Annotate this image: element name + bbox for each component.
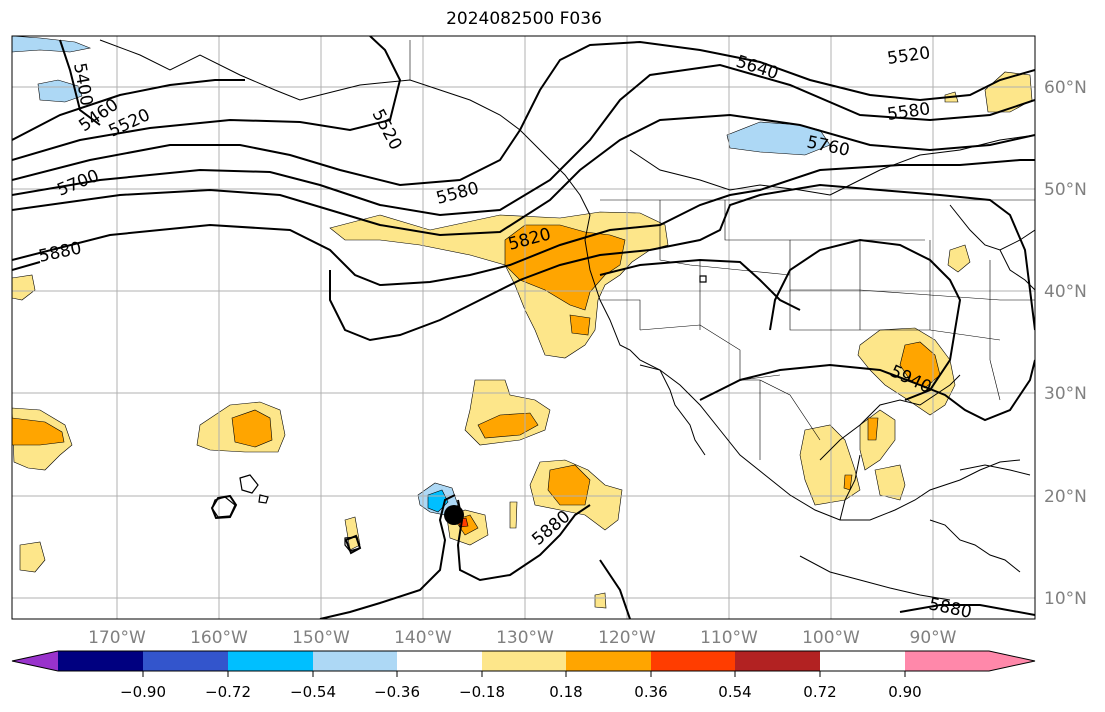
- map-frame: [11, 35, 1036, 620]
- lon-label: 100°W: [802, 628, 860, 648]
- colorbar-max-extend: [905, 651, 1035, 671]
- colorbar-segment: [397, 651, 482, 671]
- colorbar-tick-label: −0.18: [459, 683, 505, 701]
- colorbar-segment: [651, 651, 735, 671]
- lon-label: 120°W: [598, 628, 656, 648]
- colorbar-tick-label: 0.36: [634, 683, 667, 701]
- coastlines: [99, 39, 1035, 601]
- height-contours: [12, 36, 1035, 619]
- contour-label: 5520: [886, 43, 932, 69]
- lat-tick-labels: 60°N 50°N 40°N 30°N 20°N 10°N: [1044, 78, 1087, 609]
- anomaly-shading-negative: [12, 36, 831, 516]
- colorbar-segment: [735, 651, 820, 671]
- lon-label: 170°W: [88, 628, 146, 648]
- contour-label: 5700: [54, 166, 102, 201]
- colorbar-min-extend: [12, 651, 58, 671]
- contour-label: 5580: [886, 99, 932, 125]
- colorbar-outline: [11, 650, 1036, 672]
- lat-label: 40°N: [1044, 282, 1087, 302]
- colorbar-tick-label: 0.54: [718, 683, 751, 701]
- colorbar-tick-label: 0.90: [888, 683, 921, 701]
- colorbar-tick-labels: −0.90 −0.72 −0.54 −0.36 −0.18 0.18 0.36 …: [120, 683, 922, 701]
- anomaly-shading-positive: [12, 71, 1033, 609]
- storm-center-marker: [444, 505, 464, 525]
- contour-labels: 5400 5460 5520 5520 5580 5640 5700 5760 …: [37, 43, 974, 619]
- lon-label: 130°W: [496, 628, 554, 648]
- lat-label: 10°N: [1044, 589, 1087, 609]
- contour-label: 5880: [37, 238, 83, 267]
- lat-label: 20°N: [1044, 487, 1087, 507]
- colorbar-tick-label: −0.54: [290, 683, 336, 701]
- lon-tick-labels: 170°W 160°W 150°W 140°W 130°W 120°W 110°…: [88, 628, 957, 648]
- colorbar-segment: [228, 651, 313, 671]
- lat-label: 50°N: [1044, 180, 1087, 200]
- lon-label: 160°W: [190, 628, 248, 648]
- lat-label: 30°N: [1044, 384, 1087, 404]
- lon-label: 150°W: [292, 628, 350, 648]
- contour-label: 5760: [805, 132, 851, 161]
- colorbar-segment: [566, 651, 651, 671]
- contour-label: 5520: [368, 106, 406, 154]
- colorbar-tick-label: −0.36: [374, 683, 420, 701]
- colorbar-tick-label: 0.18: [549, 683, 582, 701]
- lon-label: 110°W: [700, 628, 758, 648]
- political-borders: [409, 40, 1035, 460]
- colorbar-ticks: [142, 671, 906, 677]
- colorbar-segment: [143, 651, 228, 671]
- contour-label: 5640: [733, 52, 780, 84]
- colorbar-segment: [482, 651, 566, 671]
- lon-label: 90°W: [910, 628, 957, 648]
- colorbar-tick-label: −0.90: [120, 683, 166, 701]
- chart-title: 2024082500 F036: [446, 9, 602, 29]
- colorbar-segment: [313, 651, 397, 671]
- colorbar-tick-label: 0.72: [803, 683, 836, 701]
- colorbar: −0.90 −0.72 −0.54 −0.36 −0.18 0.18 0.36 …: [11, 650, 1036, 701]
- lon-label: 140°W: [394, 628, 452, 648]
- contour-label: 5580: [434, 178, 481, 209]
- contour-label: 5400: [69, 61, 96, 107]
- colorbar-tick-label: −0.72: [205, 683, 251, 701]
- colorbar-segment: [58, 651, 143, 671]
- lat-label: 60°N: [1044, 78, 1087, 98]
